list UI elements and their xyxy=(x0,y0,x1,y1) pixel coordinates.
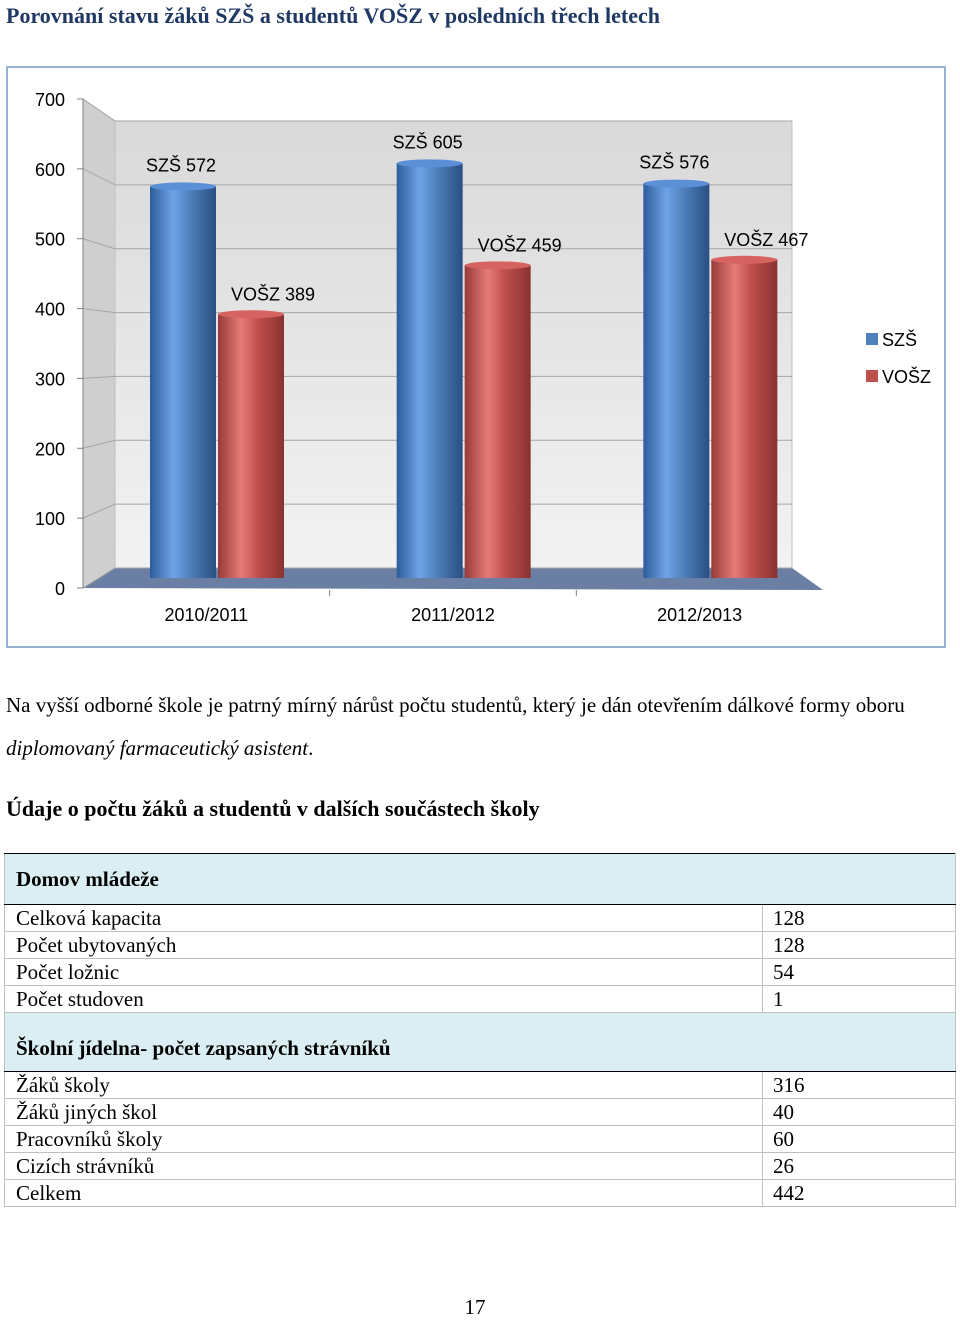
bar-chart: 0 100 200 300 400 500 600 700 2010/2011 2011/2012… xyxy=(6,66,946,648)
bar-top xyxy=(396,159,463,168)
x-tick-label: 2011/2012 xyxy=(411,605,495,625)
legend-swatch xyxy=(866,370,878,382)
table-row: Cizích strávníků 26 xyxy=(4,1152,956,1180)
table-row: Počet ubytovaných 128 xyxy=(4,931,956,959)
gridline-side xyxy=(82,567,116,589)
row-label: Žáků školy xyxy=(4,1071,763,1099)
table-row: Žáků jiných škol 40 xyxy=(4,1098,956,1126)
gridline-side xyxy=(82,308,116,314)
y-tick-label: 100 xyxy=(35,509,65,529)
row-label: Celková kapacita xyxy=(4,904,763,932)
page-number: 17 xyxy=(464,1295,486,1319)
row-value: 54 xyxy=(762,958,956,986)
bar-top xyxy=(218,310,284,319)
row-value: 442 xyxy=(762,1179,956,1207)
x-tick-label: 2010/2011 xyxy=(164,605,248,625)
row-label: Počet studoven xyxy=(4,985,763,1013)
y-tick-label: 500 xyxy=(35,230,65,250)
paragraph-text: Na vyšší odborné škole je patrný mírný n… xyxy=(6,693,905,717)
y-tick-label: 400 xyxy=(35,300,65,320)
paragraph-end: . xyxy=(308,736,314,760)
gridline-side xyxy=(82,98,116,122)
table-row: Pracovníků školy 60 xyxy=(4,1125,956,1153)
paragraph-italic: diplomovaný farmaceutický asistent xyxy=(6,736,309,760)
y-tick-label: 700 xyxy=(35,90,65,110)
row-value: 60 xyxy=(762,1125,956,1153)
legend-label: SZŠ xyxy=(882,329,917,350)
bar-top xyxy=(711,255,778,264)
description-paragraph: Na vyšší odborné škole je patrný mírný n… xyxy=(6,684,956,770)
bar-top xyxy=(643,179,710,188)
data-label: VOŠZ 467 xyxy=(724,229,808,250)
bar-top xyxy=(150,182,216,191)
row-value: 128 xyxy=(762,904,956,932)
gridline-side xyxy=(82,439,116,449)
x-tick-label: 2012/2013 xyxy=(657,605,742,625)
row-value: 26 xyxy=(762,1152,956,1180)
table-section-header: Školní jídelna- počet zapsaných strávník… xyxy=(4,1012,956,1072)
bar xyxy=(396,163,463,578)
table-section-header: Domov mládeže xyxy=(4,853,956,905)
data-label: SZŠ 576 xyxy=(639,152,709,173)
bar xyxy=(218,314,284,578)
row-label: Počet ubytovaných xyxy=(4,931,763,959)
y-tick-label: 600 xyxy=(35,160,65,180)
data-label: VOŠZ 459 xyxy=(478,234,562,255)
table-row: Počet studoven 1 xyxy=(4,985,956,1013)
legend-label: VOŠZ xyxy=(882,366,931,387)
table-row: Počet ložnic 54 xyxy=(4,958,956,986)
table-row: Žáků školy 316 xyxy=(4,1071,956,1099)
legend-swatch xyxy=(866,333,878,345)
gridline-side xyxy=(82,238,116,250)
page-heading: Porovnání stavu žáků SZŠ a studentů VOŠZ… xyxy=(6,3,660,28)
y-tick-label: 0 xyxy=(55,579,65,599)
chart-svg: 0 100 200 300 400 500 600 700 2010/2011 2011/2012… xyxy=(35,90,931,625)
section-title: Školní jídelna- počet zapsaných strávník… xyxy=(4,1012,956,1072)
y-tick-label: 300 xyxy=(35,369,65,389)
bar xyxy=(464,265,531,578)
row-label: Počet ložnic xyxy=(4,958,763,986)
section-heading: Údaje o počtu žáků a studentů v dalších … xyxy=(6,796,540,821)
row-value: 128 xyxy=(762,931,956,959)
data-label: SZŠ 572 xyxy=(146,154,216,175)
bar xyxy=(711,259,778,578)
table-row: Celkem 442 xyxy=(4,1179,956,1207)
data-label: VOŠZ 389 xyxy=(231,283,315,304)
data-label: SZŠ 605 xyxy=(393,131,463,152)
row-label: Pracovníků školy xyxy=(4,1125,763,1153)
section-title: Domov mládeže xyxy=(4,853,956,905)
info-table: Domov mládeže Celková kapacita 128 Počet… xyxy=(4,853,956,1207)
gridline-side xyxy=(82,168,116,186)
gridline-side xyxy=(82,503,116,519)
y-tick-label: 200 xyxy=(35,439,65,459)
row-value: 316 xyxy=(762,1071,956,1099)
gridline-side xyxy=(82,375,116,379)
row-label: Žáků jiných škol xyxy=(4,1098,763,1126)
row-label: Cizích strávníků xyxy=(4,1152,763,1180)
chart-side-wall xyxy=(82,98,116,589)
table-row: Celková kapacita 128 xyxy=(4,904,956,932)
row-value: 40 xyxy=(762,1098,956,1126)
row-value: 1 xyxy=(762,985,956,1013)
row-label: Celkem xyxy=(4,1179,763,1207)
bar-top xyxy=(464,261,531,270)
bar xyxy=(643,183,710,578)
bar xyxy=(150,186,216,578)
